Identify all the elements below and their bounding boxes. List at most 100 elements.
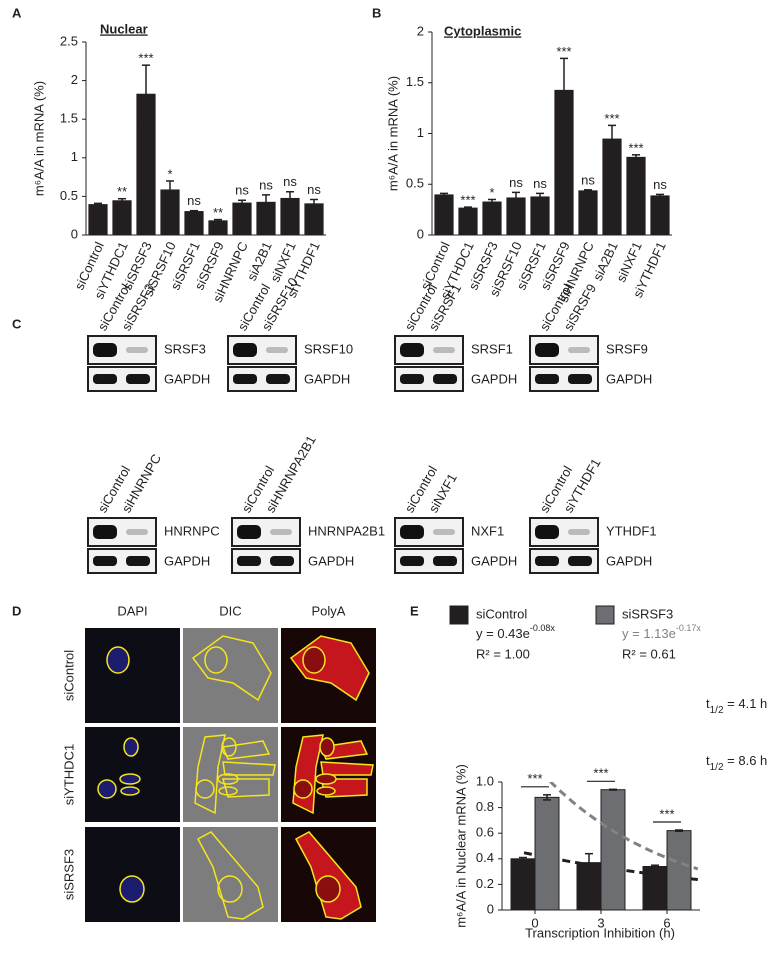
chart-title: Cytoplasmic — [444, 23, 521, 38]
significance-label: ns — [259, 177, 273, 192]
band — [237, 525, 261, 539]
cell-outline — [191, 635, 272, 702]
image-background — [85, 827, 180, 922]
nucleus — [97, 779, 117, 799]
band — [568, 374, 592, 384]
nucleus — [315, 773, 337, 785]
band — [266, 374, 290, 384]
bar — [208, 220, 228, 235]
y-axis-label: m⁶A/A in mRNA (%) — [31, 81, 46, 196]
significance-label: ** — [117, 184, 127, 199]
blot-control: GAPDH — [164, 371, 210, 386]
bar — [88, 204, 108, 235]
significance-label: ** — [213, 205, 223, 220]
legend-label: siControl — [476, 606, 527, 621]
nucleus — [315, 875, 341, 903]
bar — [576, 862, 602, 911]
band — [535, 525, 559, 539]
micrograph — [183, 727, 278, 822]
fit-r2: R² = 0.61 — [622, 646, 676, 661]
band — [237, 556, 261, 566]
band — [535, 556, 559, 566]
y-tick-label: 0.5 — [60, 188, 78, 203]
band — [568, 556, 592, 566]
fit-base: e — [669, 626, 676, 641]
fit-line — [548, 782, 699, 871]
band — [126, 347, 148, 353]
y-tick-label: 1.5 — [406, 74, 424, 89]
significance-label: ns — [509, 175, 523, 190]
nucleus — [218, 786, 238, 796]
half-life-text: = 4.1 h — [724, 696, 768, 711]
blot-target: HNRNPA2B1 — [308, 523, 385, 538]
nucleus — [221, 737, 237, 757]
legend-label: siSRSF3 — [622, 606, 673, 621]
nucleus — [119, 875, 145, 903]
fit-prefix: y = — [622, 626, 643, 641]
nucleus — [123, 737, 139, 757]
y-tick-label: 0.6 — [476, 825, 494, 840]
bar — [578, 190, 598, 235]
fit-variable: x — [696, 623, 701, 633]
band — [400, 343, 424, 357]
y-tick-label: 1.0 — [476, 773, 494, 788]
band — [400, 374, 424, 384]
band — [535, 343, 559, 357]
blot-target: SRSF10 — [304, 341, 353, 356]
y-tick-label: 1 — [71, 149, 78, 164]
significance-label: * — [167, 166, 172, 181]
significance-label: ns — [533, 176, 547, 191]
nucleus — [106, 646, 130, 674]
y-tick-label: 1 — [417, 125, 424, 140]
panel-label: C — [12, 316, 22, 331]
half-life-subscript: 1/2 — [710, 705, 724, 716]
y-tick-label: 0.4 — [476, 850, 494, 865]
significance-label: * — [489, 185, 494, 200]
cell-outline — [196, 831, 264, 920]
y-tick-label: 0 — [487, 901, 494, 916]
half-life-label: t1/2 = 4.1 h — [706, 696, 767, 715]
bar — [602, 138, 622, 235]
blot-control: GAPDH — [606, 371, 652, 386]
half-life-symbol: t — [706, 696, 710, 711]
bar — [160, 189, 180, 235]
image-background — [183, 827, 278, 922]
panel-label: A — [12, 5, 22, 20]
nucleus — [217, 773, 239, 785]
half-life-text: = 8.6 h — [724, 753, 768, 768]
micrograph — [85, 727, 180, 822]
band — [126, 374, 150, 384]
y-tick-label: 2 — [417, 23, 424, 38]
significance-label: *** — [460, 193, 475, 208]
band — [126, 529, 148, 535]
band — [233, 374, 257, 384]
cell-outline — [194, 734, 226, 815]
blot-control: GAPDH — [606, 553, 652, 568]
bar — [506, 197, 526, 235]
nucleus — [302, 646, 326, 674]
fit-equation: y = 1.13e-0.17x — [622, 623, 701, 641]
band — [400, 556, 424, 566]
column-header: DIC — [219, 603, 241, 618]
band — [433, 374, 457, 384]
row-label: siSRSF3 — [61, 849, 76, 900]
band — [568, 529, 590, 535]
y-tick-label: 0 — [71, 226, 78, 241]
x-axis-label: Transcription Inhibition (h) — [525, 925, 675, 940]
panel-label: E — [410, 603, 419, 618]
significance-label: *** — [138, 51, 153, 66]
band — [270, 529, 292, 535]
significance-label: ns — [307, 182, 321, 197]
half-life-symbol: t — [706, 753, 710, 768]
fit-r2: R² = 1.00 — [476, 646, 530, 661]
nucleus — [204, 646, 228, 674]
significance-label: ns — [653, 177, 667, 192]
y-tick-label: 2 — [71, 72, 78, 87]
blot-target: HNRNPC — [164, 523, 220, 538]
fit-variable: x — [550, 623, 555, 633]
significance-label: ns — [235, 183, 249, 198]
significance-label: *** — [527, 771, 542, 786]
bar — [112, 200, 132, 235]
legend-swatch — [449, 605, 469, 625]
